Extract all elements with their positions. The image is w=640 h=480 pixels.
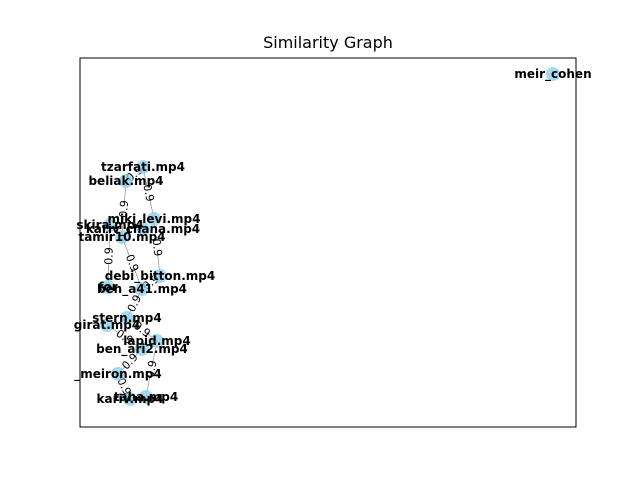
edge-label-background [102, 247, 116, 265]
graph-node [135, 342, 149, 356]
edge-label-background [120, 351, 140, 372]
plot-frame [79, 57, 577, 428]
graph-node [153, 269, 167, 283]
graph-node [111, 367, 125, 381]
edge-label-background [115, 376, 133, 397]
edge-label-background [117, 200, 131, 218]
node-label: ben_a41.mp4 [97, 282, 187, 297]
node-label: ben_ari2.mp4 [96, 342, 188, 357]
graph-node [135, 282, 149, 296]
edge-label-background [123, 253, 141, 273]
edge-label-background [114, 327, 135, 347]
edge-weight-label: 0.9 [102, 247, 116, 265]
graph-node [136, 222, 150, 236]
node-layer [100, 67, 560, 406]
chart-title: Similarity Graph [263, 33, 393, 52]
node-label: kariv_chana.mp4 [86, 222, 200, 237]
graph-node [119, 174, 133, 188]
graph-node [101, 280, 115, 294]
node-label: _meiron.mp4 [74, 367, 161, 382]
node-label: taha.mp4 [114, 390, 178, 404]
edge-weight-label: 0.9 [117, 200, 131, 218]
graph-node [120, 311, 134, 325]
graph-node [150, 334, 164, 348]
graph-node [115, 230, 129, 244]
edge-weight-label: 0.9 [123, 252, 141, 273]
edge-weight-label: 0.9 [140, 183, 156, 203]
graph-node [103, 218, 117, 232]
node-label: tzarfati.mp4 [101, 160, 185, 174]
node-label: skira.mp4 [76, 218, 143, 232]
edge-label-background [150, 238, 164, 257]
node-label: lapid.mp4 [123, 334, 191, 348]
node-label: debi_bitton.mp4 [105, 269, 215, 284]
node-label: kariv.mp4 [97, 392, 164, 406]
edge-label-background [144, 359, 159, 379]
edge-weight-label: 0.9 [143, 359, 159, 379]
edge-weight-label: 0.9 [150, 238, 165, 257]
node-label: miki_levi.mp4 [108, 212, 201, 227]
node-label: girat.mp4 [74, 318, 140, 332]
edge-label-background [125, 293, 144, 314]
graph-node [139, 390, 153, 404]
graph-node [100, 318, 114, 332]
node-label: beliak.mp4 [88, 174, 163, 188]
node-label: stern.mp4 [92, 311, 161, 325]
node-label: meir_cohen [514, 67, 591, 82]
edge-label-background [132, 319, 152, 340]
node-label: for [98, 280, 117, 294]
graph-node [136, 160, 150, 174]
graph-node [546, 67, 560, 81]
graph-node [123, 392, 137, 406]
edge-label-background [140, 183, 157, 203]
graph-node [147, 212, 161, 226]
node-label: tamir10.mp4 [78, 230, 165, 244]
